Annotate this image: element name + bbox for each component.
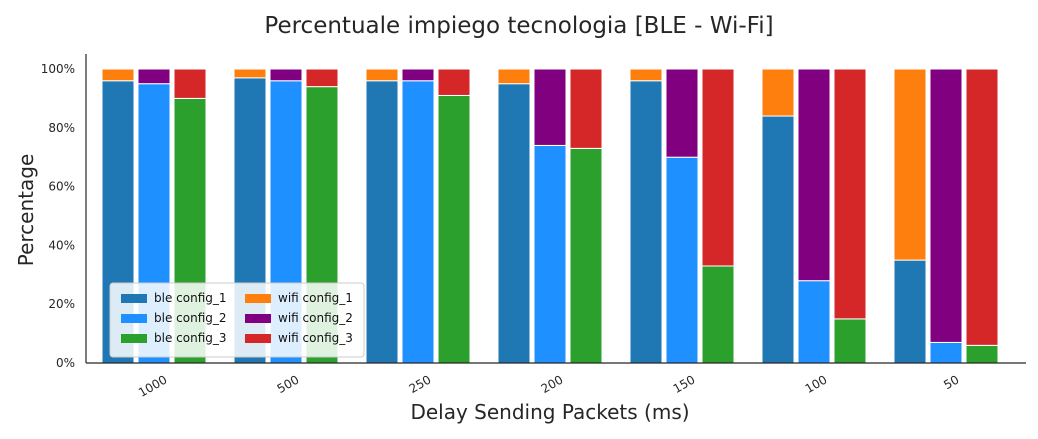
- bar-wifi-config-2-1000: [137, 68, 171, 85]
- y-tick-label: 40%: [48, 238, 75, 252]
- bar-ble-config-2-200: [533, 144, 567, 364]
- legend-label: wifi config_3: [278, 331, 353, 345]
- bar-ble-config-2-100: [797, 280, 831, 364]
- x-tick-label: 50: [941, 372, 961, 392]
- bar-wifi-config-1-250: [365, 68, 399, 82]
- bar-ble-config-1-150: [629, 80, 663, 364]
- bar-ble-config-2-250: [401, 80, 435, 364]
- bar-ble-config-1-50: [893, 259, 927, 364]
- x-tick-label: 250: [407, 372, 434, 396]
- y-tick-label: 80%: [48, 121, 75, 135]
- bar-wifi-config-1-100: [761, 68, 795, 117]
- bar-wifi-config-2-100: [797, 68, 831, 282]
- bar-ble-config-3-200: [569, 147, 603, 364]
- legend-frame: [109, 282, 365, 358]
- legend-label: ble config_1: [154, 291, 227, 305]
- legend-swatch: [245, 314, 271, 323]
- bar-ble-config-2-50: [929, 341, 963, 364]
- bar-ble-config-1-250: [365, 80, 399, 364]
- legend-item-ble-config-3: ble config_3: [121, 331, 227, 345]
- legend-label: wifi config_2: [278, 311, 353, 325]
- bar-wifi-config-3-200: [569, 68, 603, 149]
- legend-swatch: [245, 294, 271, 303]
- legend-swatch: [121, 294, 147, 303]
- legend-swatch: [245, 334, 271, 343]
- y-tick-label: 100%: [41, 62, 75, 76]
- legend-item-wifi-config-1: wifi config_1: [245, 291, 353, 305]
- x-tick-label: 500: [275, 372, 302, 396]
- legend-swatch: [121, 334, 147, 343]
- legend-label: ble config_3: [154, 331, 227, 345]
- bar-wifi-config-1-200: [497, 68, 531, 85]
- bar-ble-config-3-250: [437, 94, 471, 364]
- bar-wifi-config-3-500: [305, 68, 339, 88]
- bar-ble-config-3-150: [701, 265, 735, 364]
- bar-wifi-config-1-500: [233, 68, 267, 79]
- bar-ble-config-3-100: [833, 318, 867, 364]
- bar-wifi-config-2-50: [929, 68, 963, 343]
- bar-wifi-config-3-250: [437, 68, 471, 96]
- bar-wifi-config-3-1000: [173, 68, 207, 99]
- x-tick-label: 1000: [136, 372, 169, 399]
- bar-wifi-config-1-150: [629, 68, 663, 82]
- bar-wifi-config-1-50: [893, 68, 927, 261]
- bar-wifi-config-2-150: [665, 68, 699, 158]
- x-tick-label: 100: [803, 372, 830, 396]
- bar-ble-config-1-100: [761, 115, 795, 364]
- legend-item-ble-config-1: ble config_1: [121, 291, 227, 305]
- bar-wifi-config-2-500: [269, 68, 303, 82]
- legend-swatch: [121, 314, 147, 323]
- bar-ble-config-2-150: [665, 156, 699, 364]
- x-tick-label: 200: [539, 372, 566, 396]
- bar-wifi-config-2-200: [533, 68, 567, 146]
- bar-wifi-config-1-1000: [101, 68, 135, 82]
- y-tick-label: 0%: [56, 356, 75, 370]
- legend-item-ble-config-2: ble config_2: [121, 311, 227, 325]
- y-tick-label: 60%: [48, 180, 75, 194]
- bar-wifi-config-2-250: [401, 68, 435, 82]
- y-axis-label: Percentage: [14, 154, 38, 267]
- x-tick-label: 150: [671, 372, 698, 396]
- legend-item-wifi-config-3: wifi config_3: [245, 331, 353, 345]
- bar-wifi-config-3-100: [833, 68, 867, 320]
- legend-item-wifi-config-2: wifi config_2: [245, 311, 353, 325]
- bar-ble-config-1-200: [497, 83, 531, 364]
- bar-wifi-config-3-50: [965, 68, 999, 346]
- y-tick-label: 20%: [48, 297, 75, 311]
- legend-label: ble config_2: [154, 311, 227, 325]
- x-axis-label: Delay Sending Packets (ms): [410, 400, 689, 424]
- chart-title: Percentuale impiego tecnologia [BLE - Wi…: [264, 13, 773, 39]
- bar-wifi-config-3-150: [701, 68, 735, 267]
- bar-ble-config-3-50: [965, 344, 999, 364]
- legend-label: wifi config_1: [278, 291, 353, 305]
